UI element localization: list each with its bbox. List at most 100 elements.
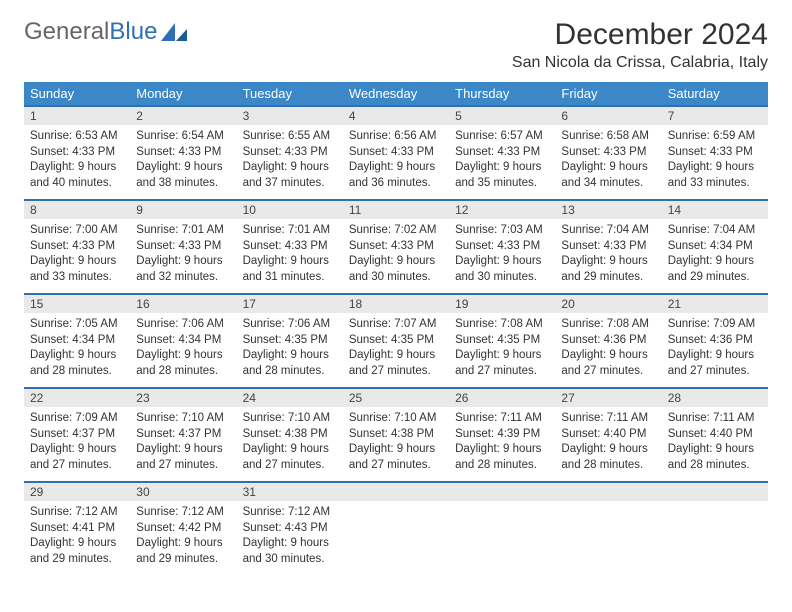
calendar-day-cell: 31Sunrise: 7:12 AMSunset: 4:43 PMDayligh… xyxy=(237,481,343,575)
day-content: Sunrise: 7:12 AMSunset: 4:41 PMDaylight:… xyxy=(24,501,130,575)
day-ss: Sunset: 4:40 PM xyxy=(561,427,655,443)
calendar-week-row: 29Sunrise: 7:12 AMSunset: 4:41 PMDayligh… xyxy=(24,481,768,575)
day-d1: Daylight: 9 hours xyxy=(349,442,443,458)
day-number xyxy=(343,481,449,501)
day-number: 4 xyxy=(343,105,449,125)
day-d2: and 28 minutes. xyxy=(30,364,124,380)
day-sr: Sunrise: 7:08 AM xyxy=(561,317,655,333)
day-d1: Daylight: 9 hours xyxy=(668,160,762,176)
brand-logo: GeneralBlue xyxy=(24,18,187,46)
day-number xyxy=(555,481,661,501)
day-ss: Sunset: 4:33 PM xyxy=(30,145,124,161)
day-number: 9 xyxy=(130,199,236,219)
day-sr: Sunrise: 6:57 AM xyxy=(455,129,549,145)
day-sr: Sunrise: 7:04 AM xyxy=(561,223,655,239)
day-content xyxy=(555,501,661,513)
month-title: December 2024 xyxy=(512,18,768,52)
day-d1: Daylight: 9 hours xyxy=(668,442,762,458)
brand-part1: General xyxy=(24,18,109,46)
day-number: 31 xyxy=(237,481,343,501)
day-number: 8 xyxy=(24,199,130,219)
day-number: 2 xyxy=(130,105,236,125)
calendar-day-cell: 18Sunrise: 7:07 AMSunset: 4:35 PMDayligh… xyxy=(343,293,449,387)
day-content xyxy=(449,501,555,513)
calendar-day-cell: 26Sunrise: 7:11 AMSunset: 4:39 PMDayligh… xyxy=(449,387,555,481)
day-d1: Daylight: 9 hours xyxy=(455,160,549,176)
day-number xyxy=(449,481,555,501)
day-sr: Sunrise: 7:12 AM xyxy=(30,505,124,521)
day-content xyxy=(343,501,449,513)
day-d2: and 29 minutes. xyxy=(136,552,230,568)
calendar-week-row: 8Sunrise: 7:00 AMSunset: 4:33 PMDaylight… xyxy=(24,199,768,293)
calendar-day-cell: 5 Sunrise: 6:57 AMSunset: 4:33 PMDaylight… xyxy=(449,105,555,199)
day-ss: Sunset: 4:36 PM xyxy=(668,333,762,349)
day-d2: and 40 minutes. xyxy=(30,176,124,192)
day-d1: Daylight: 9 hours xyxy=(561,348,655,364)
day-d2: and 34 minutes. xyxy=(561,176,655,192)
day-d1: Daylight: 9 hours xyxy=(561,160,655,176)
day-ss: Sunset: 4:33 PM xyxy=(561,145,655,161)
day-sr: Sunrise: 6:54 AM xyxy=(136,129,230,145)
weekday-header-row: Sunday Monday Tuesday Wednesday Thursday… xyxy=(24,82,768,105)
day-d2: and 28 minutes. xyxy=(136,364,230,380)
calendar-day-cell: 3Sunrise: 6:55 AMSunset: 4:33 PMDaylight… xyxy=(237,105,343,199)
day-content: Sunrise: 7:12 AMSunset: 4:42 PMDaylight:… xyxy=(130,501,236,575)
day-sr: Sunrise: 7:00 AM xyxy=(30,223,124,239)
day-number: 27 xyxy=(555,387,661,407)
day-number: 20 xyxy=(555,293,661,313)
day-number: 6 xyxy=(555,105,661,125)
day-number: 21 xyxy=(662,293,768,313)
day-ss: Sunset: 4:33 PM xyxy=(30,239,124,255)
day-sr: Sunrise: 6:55 AM xyxy=(243,129,337,145)
calendar-day-cell: 2Sunrise: 6:54 AMSunset: 4:33 PMDaylight… xyxy=(130,105,236,199)
day-d2: and 27 minutes. xyxy=(30,458,124,474)
day-d1: Daylight: 9 hours xyxy=(30,348,124,364)
day-ss: Sunset: 4:33 PM xyxy=(561,239,655,255)
day-d1: Daylight: 9 hours xyxy=(136,160,230,176)
day-d1: Daylight: 9 hours xyxy=(136,442,230,458)
day-content: Sunrise: 7:01 AMSunset: 4:33 PMDaylight:… xyxy=(237,219,343,293)
day-d2: and 29 minutes. xyxy=(668,270,762,286)
day-ss: Sunset: 4:35 PM xyxy=(243,333,337,349)
day-d1: Daylight: 9 hours xyxy=(455,348,549,364)
day-number: 12 xyxy=(449,199,555,219)
day-content: Sunrise: 7:09 AMSunset: 4:36 PMDaylight:… xyxy=(662,313,768,387)
day-content: Sunrise: 6:59 AMSunset: 4:33 PMDaylight:… xyxy=(662,125,768,199)
day-content: Sunrise: 7:01 AMSunset: 4:33 PMDaylight:… xyxy=(130,219,236,293)
day-d2: and 27 minutes. xyxy=(243,458,337,474)
calendar-day-cell xyxy=(662,481,768,575)
day-sr: Sunrise: 7:03 AM xyxy=(455,223,549,239)
day-ss: Sunset: 4:38 PM xyxy=(243,427,337,443)
day-ss: Sunset: 4:39 PM xyxy=(455,427,549,443)
day-content: Sunrise: 7:04 AMSunset: 4:34 PMDaylight:… xyxy=(662,219,768,293)
day-number: 29 xyxy=(24,481,130,501)
weekday-header: Friday xyxy=(555,82,661,105)
day-d2: and 27 minutes. xyxy=(136,458,230,474)
day-ss: Sunset: 4:33 PM xyxy=(455,145,549,161)
day-number: 10 xyxy=(237,199,343,219)
day-content: Sunrise: 7:11 AMSunset: 4:39 PMDaylight:… xyxy=(449,407,555,481)
day-d2: and 27 minutes. xyxy=(561,364,655,380)
calendar-day-cell: 16Sunrise: 7:06 AMSunset: 4:34 PMDayligh… xyxy=(130,293,236,387)
calendar-day-cell: 13Sunrise: 7:04 AMSunset: 4:33 PMDayligh… xyxy=(555,199,661,293)
day-number: 5 xyxy=(449,105,555,125)
day-ss: Sunset: 4:33 PM xyxy=(136,239,230,255)
calendar-day-cell: 25Sunrise: 7:10 AMSunset: 4:38 PMDayligh… xyxy=(343,387,449,481)
day-number: 28 xyxy=(662,387,768,407)
day-d2: and 30 minutes. xyxy=(455,270,549,286)
calendar-day-cell: 19Sunrise: 7:08 AMSunset: 4:35 PMDayligh… xyxy=(449,293,555,387)
calendar-day-cell: 17Sunrise: 7:06 AMSunset: 4:35 PMDayligh… xyxy=(237,293,343,387)
calendar-day-cell: 8Sunrise: 7:00 AMSunset: 4:33 PMDaylight… xyxy=(24,199,130,293)
day-content: Sunrise: 7:00 AMSunset: 4:33 PMDaylight:… xyxy=(24,219,130,293)
calendar-table: Sunday Monday Tuesday Wednesday Thursday… xyxy=(24,82,768,575)
day-ss: Sunset: 4:33 PM xyxy=(243,239,337,255)
weekday-header: Tuesday xyxy=(237,82,343,105)
day-number: 1 xyxy=(24,105,130,125)
weekday-header: Saturday xyxy=(662,82,768,105)
day-sr: Sunrise: 7:10 AM xyxy=(349,411,443,427)
calendar-day-cell: 15Sunrise: 7:05 AMSunset: 4:34 PMDayligh… xyxy=(24,293,130,387)
calendar-day-cell: 20Sunrise: 7:08 AMSunset: 4:36 PMDayligh… xyxy=(555,293,661,387)
day-number: 22 xyxy=(24,387,130,407)
day-number: 7 xyxy=(662,105,768,125)
weekday-header: Sunday xyxy=(24,82,130,105)
